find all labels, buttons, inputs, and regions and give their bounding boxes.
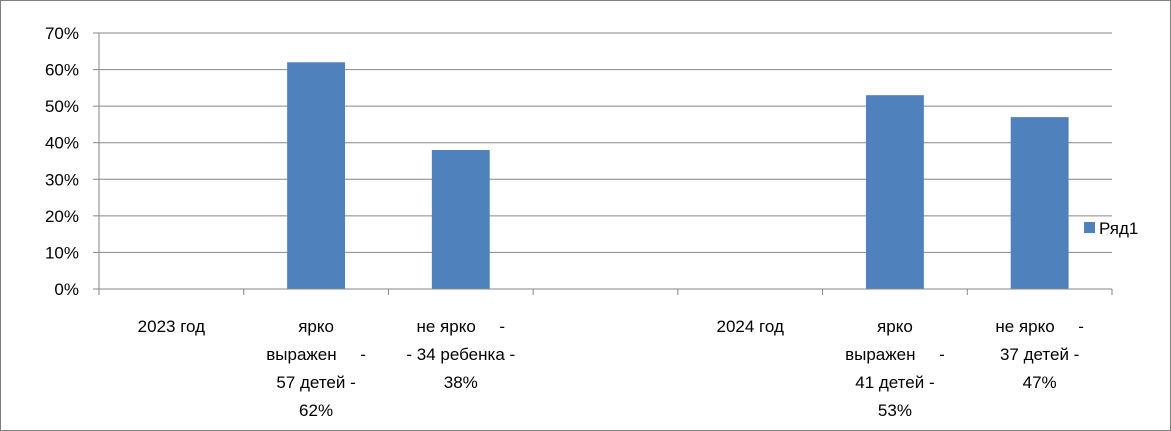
legend-label: Ряд1 — [1099, 219, 1138, 238]
y-axis-ticks: 0% 10% 20% 30% 40% 50% 60% 70% — [45, 24, 79, 299]
y-tick-label: 0% — [54, 280, 79, 299]
x-category-label: 62% — [299, 401, 333, 420]
x-category-label: 2023 год — [138, 317, 205, 336]
x-category-label: ярко — [298, 317, 334, 336]
x-axis-labels: 2023 год ярко выражен - 57 детей - 62% не ярк… — [138, 317, 1084, 420]
x-category-label: не ярко - — [995, 317, 1084, 336]
legend-swatch — [1084, 222, 1095, 233]
x-category-label: 2024 год — [717, 317, 784, 336]
x-category-label: 38% — [444, 373, 478, 392]
x-category-label: 57 детей - — [276, 373, 355, 392]
y-tick-label: 50% — [45, 97, 79, 116]
legend: Ряд1 — [1084, 219, 1138, 238]
axes — [93, 32, 1113, 295]
x-category-label: - 34 ребенка - — [406, 345, 515, 364]
y-tick-label: 20% — [45, 207, 79, 226]
x-category-label: выражен - — [266, 345, 366, 364]
x-category-label: 47% — [1023, 373, 1057, 392]
y-tick-label: 30% — [45, 170, 79, 189]
x-category-label: 41 детей - — [855, 373, 934, 392]
y-tick-label: 10% — [45, 243, 79, 262]
bar — [431, 150, 490, 289]
gridlines — [99, 32, 1112, 253]
x-category-label: 37 детей - — [1000, 345, 1079, 364]
y-tick-label: 60% — [45, 61, 79, 80]
x-category-label: выражен - — [845, 345, 945, 364]
x-category-label: ярко — [877, 317, 913, 336]
bar — [287, 62, 346, 289]
bar — [1010, 117, 1069, 289]
bar — [865, 95, 924, 290]
y-tick-label: 70% — [45, 24, 79, 43]
y-tick-label: 40% — [45, 134, 79, 153]
bars — [287, 62, 1069, 290]
x-category-label: не ярко - — [416, 317, 505, 336]
x-category-label: 53% — [878, 401, 912, 420]
